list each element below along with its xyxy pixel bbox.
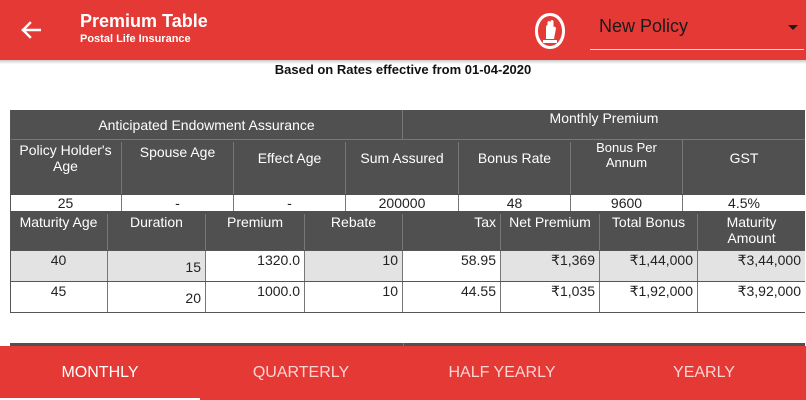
- table-row: 45 20 1000.0 10 44.55 ₹1,035 ₹1,92,000 ₹…: [10, 281, 805, 313]
- active-tab-indicator: [0, 398, 200, 400]
- header-duration: Duration: [108, 214, 206, 250]
- header-premium: Premium: [206, 214, 305, 250]
- maturity-amount-cell: ₹3,44,000: [737, 252, 801, 268]
- table-left-border: [10, 110, 11, 313]
- frequency-label: Monthly Premium: [549, 110, 659, 126]
- value-effect-age: -: [234, 195, 346, 211]
- rates-effective-note: Based on Rates effective from 01-04-2020: [274, 62, 532, 77]
- net-premium-cell: ₹1,035: [501, 282, 600, 312]
- header-maturity-amount: Maturity Amount: [698, 214, 805, 250]
- header-sum-assured: Sum Assured: [346, 142, 459, 194]
- plan-header-row: Policy Holder's Age Spouse Age Effect Ag…: [10, 139, 805, 195]
- scheme-name: Anticipated Endowment Assurance: [98, 117, 315, 133]
- header-effect-age: Effect Age: [234, 142, 346, 194]
- page-subtitle: Postal Life Insurance: [80, 33, 191, 45]
- header-bonus-per-annum: Bonus Per Annum: [571, 140, 683, 194]
- duration-cell: 15: [108, 251, 206, 281]
- rebate-cell: 10: [305, 251, 403, 281]
- total-bonus-cell: ₹1,44,000: [600, 251, 698, 281]
- maturity-header-row: Maturity Age Duration Premium Rebate Tax…: [10, 211, 805, 250]
- value-sum-assured: 200000: [346, 195, 459, 211]
- frequency-header: Monthly Premium: [403, 110, 805, 139]
- header-policy-holder-age: Policy Holder's Age: [10, 142, 122, 194]
- net-premium-cell: ₹1,369: [501, 251, 600, 281]
- premium-cell: 1000.0: [206, 282, 305, 312]
- header-gst: GST: [683, 142, 805, 194]
- header-net-premium: Net Premium: [501, 214, 600, 250]
- premium-frequency-tabs: MONTHLY QUARTERLY HALF YEARLY YEARLY: [0, 346, 806, 400]
- scheme-header: Anticipated Endowment Assurance: [10, 110, 403, 139]
- policy-dropdown[interactable]: New Policy: [590, 6, 804, 50]
- app-bar-shadow: [0, 60, 806, 64]
- policy-dropdown-value: New Policy: [599, 16, 689, 36]
- page-title: Premium Table: [80, 11, 208, 31]
- value-policy-holder-age: 25: [10, 195, 122, 211]
- tax-cell: 58.95: [403, 251, 501, 281]
- maturity-age-cell: 40: [10, 251, 108, 281]
- rebate-cell: 10: [305, 282, 403, 312]
- total-bonus-cell: ₹1,92,000: [600, 282, 698, 312]
- app-titles: Premium Table Postal Life Insurance: [80, 11, 208, 47]
- value-spouse-age: -: [122, 195, 234, 211]
- tab-quarterly[interactable]: QUARTERLY: [252, 364, 350, 381]
- dropdown-arrow-icon: [788, 25, 798, 30]
- india-post-logo-icon: [534, 12, 566, 50]
- tab-yearly[interactable]: YEARLY: [673, 364, 735, 381]
- premium-cell: 1320.0: [206, 251, 305, 281]
- value-bonus-per-annum: 9600: [571, 195, 683, 211]
- duration-cell: 20: [108, 282, 206, 312]
- back-arrow-icon[interactable]: [16, 16, 46, 44]
- value-bonus-rate: 48: [459, 195, 571, 211]
- tab-monthly[interactable]: MONTHLY: [61, 364, 139, 381]
- app-bar: Premium Table Postal Life Insurance New …: [0, 0, 806, 60]
- header-rebate: Rebate: [305, 214, 403, 250]
- tab-half-yearly[interactable]: HALF YEARLY: [448, 364, 556, 381]
- value-gst: 4.5%: [728, 195, 760, 211]
- header-tax: Tax: [403, 214, 501, 250]
- header-maturity-age: Maturity Age: [10, 214, 108, 250]
- table-row: 40 15 1320.0 10 58.95 ₹1,369 ₹1,44,000 ₹…: [10, 250, 805, 281]
- tax-cell: 44.55: [403, 282, 501, 312]
- header-bonus-rate: Bonus Rate: [459, 142, 571, 194]
- plan-values-row: 25 - - 200000 48 9600 4.5%: [10, 195, 805, 211]
- maturity-age-cell: 45: [10, 282, 108, 312]
- header-spouse-age: Spouse Age: [122, 142, 234, 194]
- header-total-bonus: Total Bonus: [600, 214, 698, 250]
- maturity-amount-cell: ₹3,92,000: [737, 283, 801, 299]
